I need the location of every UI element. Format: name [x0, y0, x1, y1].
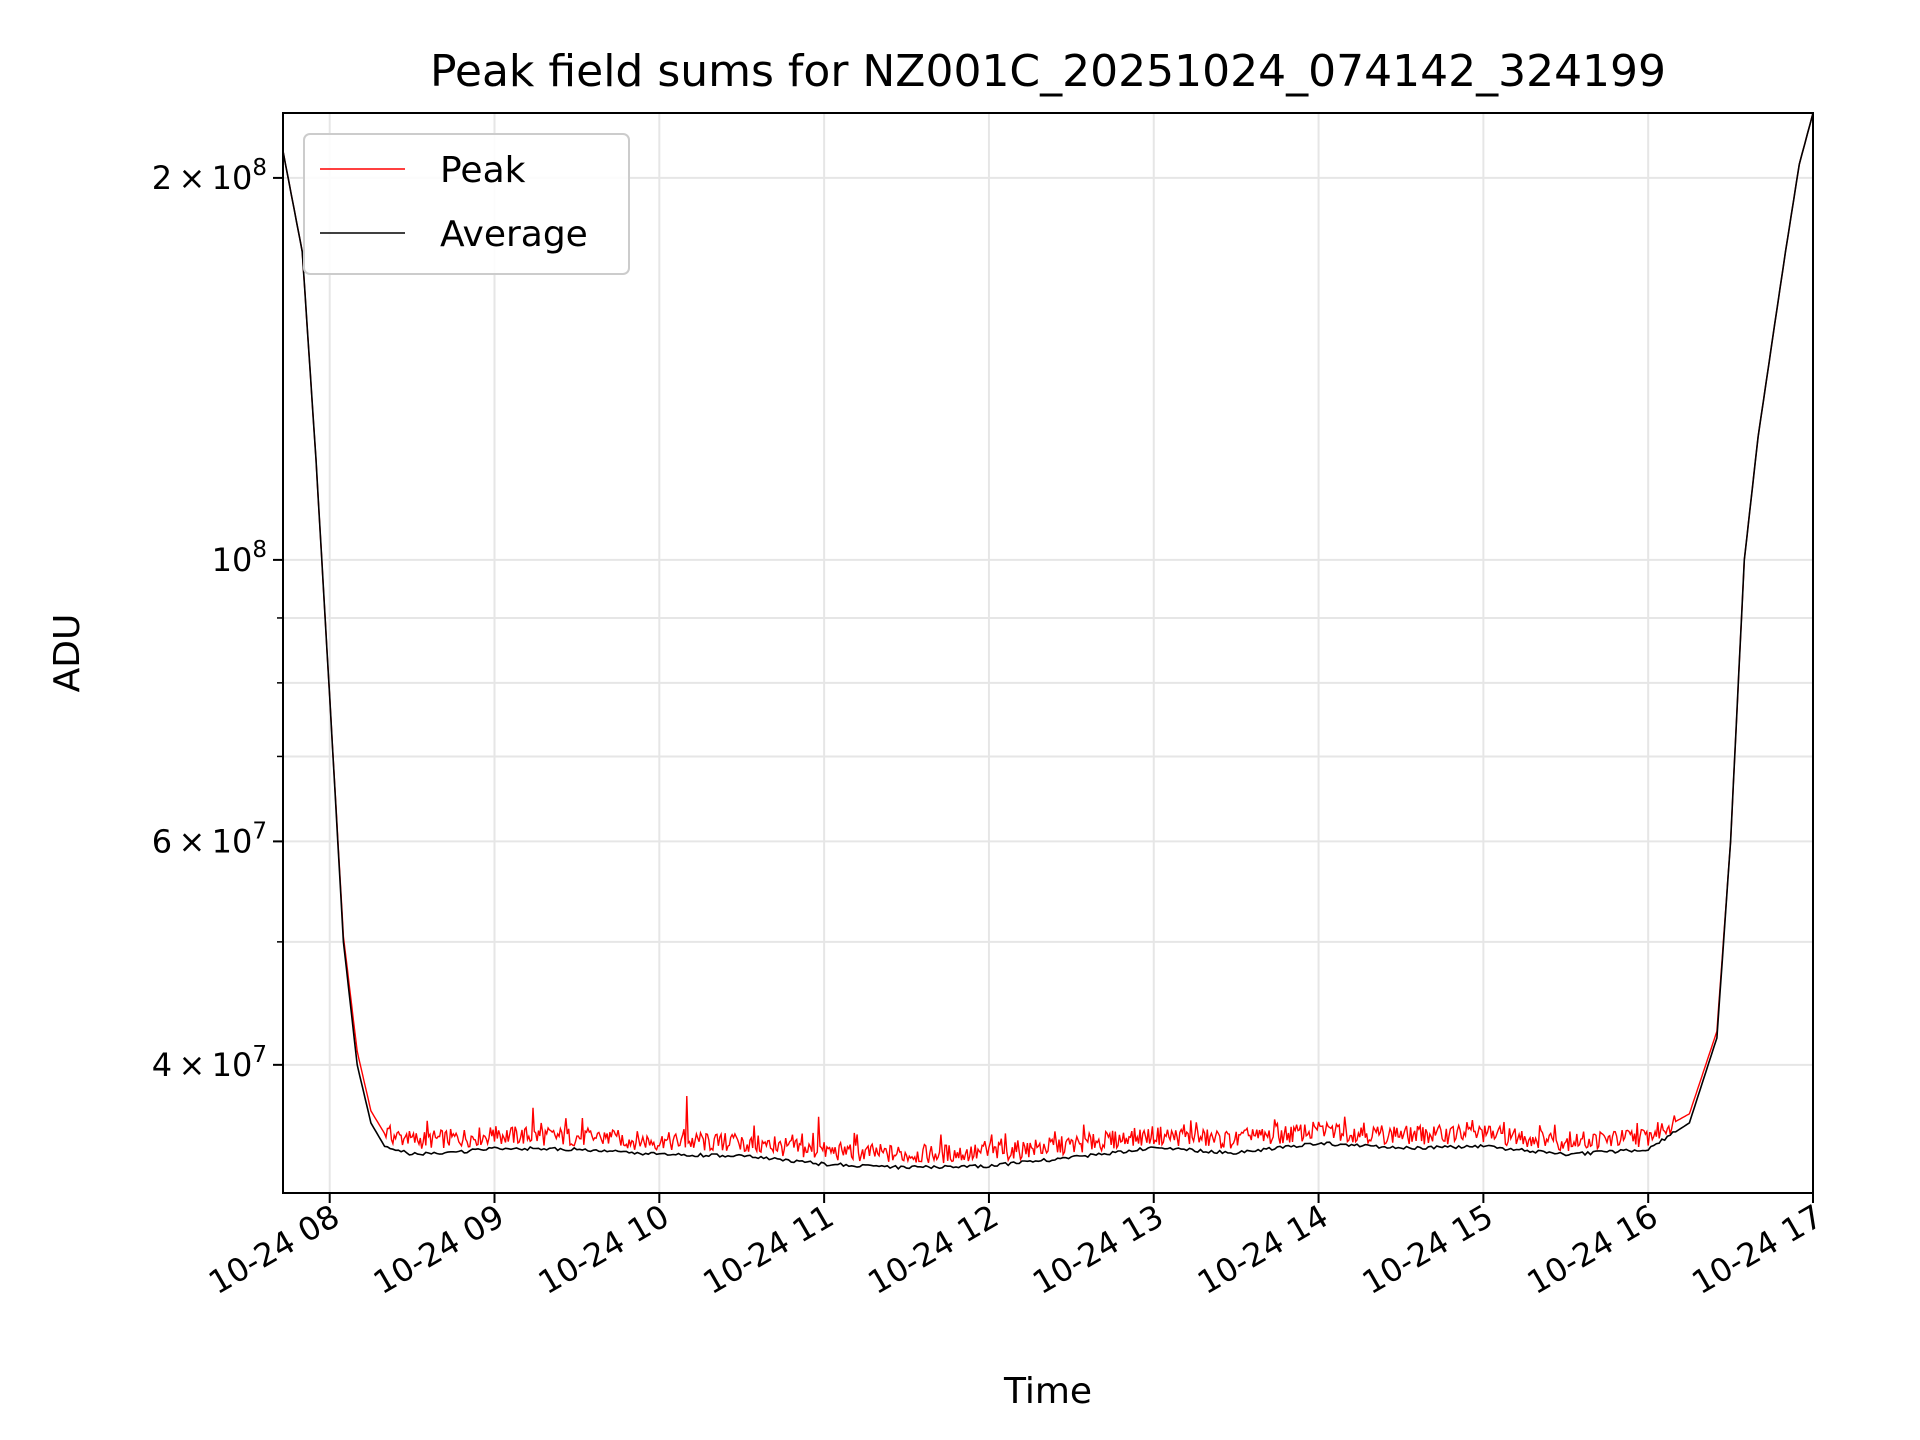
- legend: Peak Average: [303, 133, 630, 275]
- series-average-line: [283, 113, 1813, 1170]
- y-axis: 2 × 108 108 6 × 107 4 × 107: [152, 155, 283, 1084]
- plot-frame: [282, 112, 1814, 1194]
- y-tick-label: 108: [212, 537, 267, 579]
- legend-label-average: Average: [440, 214, 588, 255]
- series-peak-line: [283, 113, 1813, 1164]
- legend-label-peak: Peak: [440, 150, 526, 191]
- x-axis-label: Time: [1003, 1371, 1092, 1412]
- y-axis-label: ADU: [47, 614, 88, 693]
- series-layer: [283, 113, 1813, 1170]
- y-tick-label: 6 × 107: [152, 818, 267, 860]
- chart-title: Peak field sums for NZ001C_20251024_0741…: [430, 46, 1666, 97]
- y-tick-label: 2 × 108: [152, 155, 267, 197]
- y-tick-label: 4 × 107: [152, 1042, 267, 1084]
